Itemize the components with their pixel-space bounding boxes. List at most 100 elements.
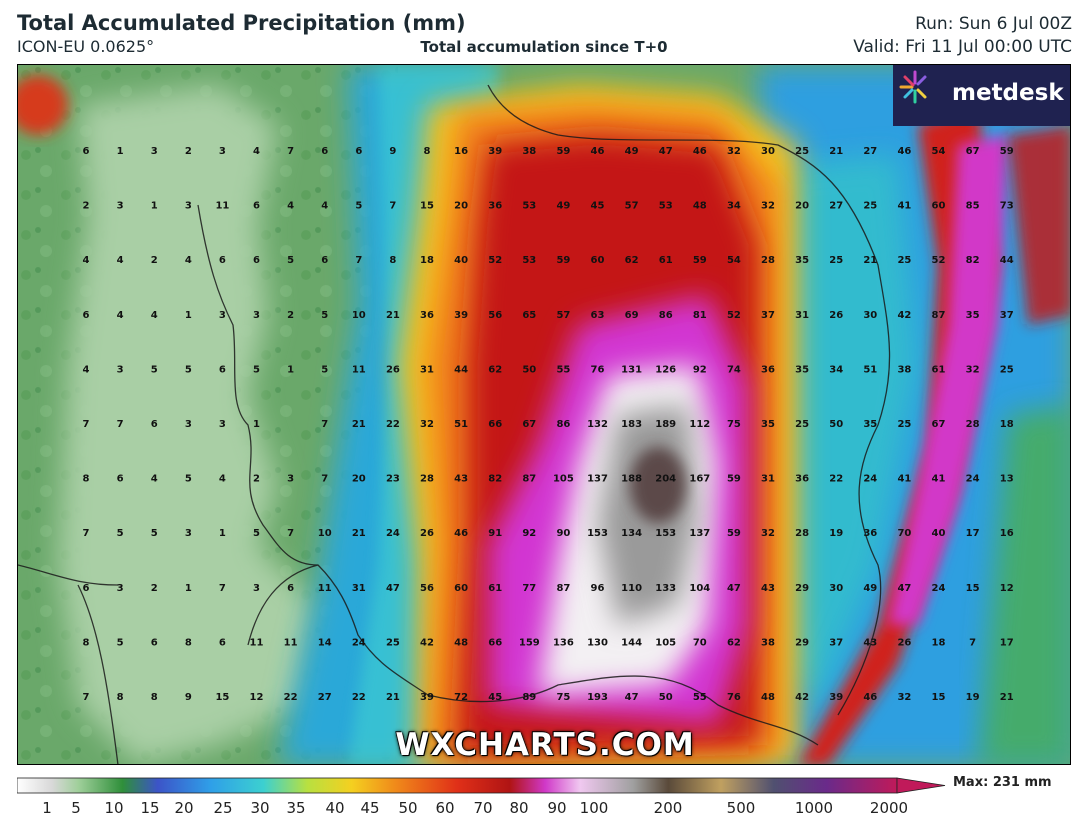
grid-value: 54 bbox=[727, 255, 741, 266]
grid-value: 73 bbox=[1000, 201, 1014, 212]
grid-value: 13 bbox=[1000, 474, 1014, 485]
grid-value: 50 bbox=[659, 692, 673, 703]
chart-header: Total Accumulated Precipitation (mm) ICO… bbox=[0, 0, 1088, 64]
grid-value: 18 bbox=[1000, 419, 1014, 430]
grid-value: 60 bbox=[454, 583, 468, 594]
grid-value: 60 bbox=[932, 201, 946, 212]
colorbar bbox=[16, 777, 947, 794]
grid-value: 4 bbox=[219, 474, 226, 485]
grid-value: 11 bbox=[318, 583, 332, 594]
grid-value: 28 bbox=[795, 528, 809, 539]
grid-value: 6 bbox=[83, 583, 90, 594]
grid-value: 35 bbox=[795, 364, 809, 375]
colorbar-tick-label: 500 bbox=[726, 799, 756, 817]
grid-value: 19 bbox=[829, 528, 843, 539]
grid-value: 3 bbox=[253, 310, 260, 321]
grid-value: 90 bbox=[556, 528, 570, 539]
grid-value: 81 bbox=[693, 310, 707, 321]
grid-value: 7 bbox=[117, 419, 124, 430]
grid-value: 62 bbox=[625, 255, 639, 266]
grid-value: 56 bbox=[488, 310, 502, 321]
grid-value: 126 bbox=[655, 364, 676, 375]
grid-value: 61 bbox=[932, 364, 946, 375]
colorbar-tick-label: 20 bbox=[174, 799, 194, 817]
colorbar-tick-label: 40 bbox=[325, 799, 345, 817]
grid-value: 8 bbox=[389, 255, 396, 266]
grid-value: 6 bbox=[321, 255, 328, 266]
grid-value: 32 bbox=[897, 692, 911, 703]
grid-value: 3 bbox=[287, 474, 294, 485]
grid-value: 3 bbox=[219, 419, 226, 430]
grid-value: 24 bbox=[352, 637, 366, 648]
metdesk-wordmark: metdesk bbox=[952, 80, 1064, 106]
grid-value: 48 bbox=[693, 201, 707, 212]
grid-value: 82 bbox=[488, 474, 502, 485]
grid-value: 21 bbox=[829, 146, 843, 157]
grid-value: 110 bbox=[621, 583, 642, 594]
grid-value: 6 bbox=[219, 255, 226, 266]
colorbar-gradient bbox=[16, 777, 946, 794]
model-label: ICON-EU 0.0625° bbox=[17, 37, 155, 56]
max-label: Max: 231 mm bbox=[953, 775, 1052, 790]
colorbar-tick-label: 70 bbox=[473, 799, 493, 817]
grid-value: 41 bbox=[932, 474, 946, 485]
east-green bbox=[978, 405, 1070, 764]
grid-value: 59 bbox=[556, 146, 570, 157]
grid-value: 32 bbox=[966, 364, 980, 375]
grid-value: 17 bbox=[1000, 637, 1014, 648]
grid-value: 7 bbox=[969, 637, 976, 648]
grid-value: 65 bbox=[522, 310, 536, 321]
grid-value: 42 bbox=[897, 310, 911, 321]
grid-value: 3 bbox=[185, 528, 192, 539]
grid-value: 104 bbox=[689, 583, 710, 594]
grid-value: 134 bbox=[621, 528, 642, 539]
grid-value: 22 bbox=[829, 474, 843, 485]
colorbar-tick-label: 2000 bbox=[869, 799, 909, 817]
colorbar-tick-label: 35 bbox=[286, 799, 306, 817]
grid-value: 1 bbox=[185, 310, 192, 321]
grid-value: 38 bbox=[897, 364, 911, 375]
grid-value: 12 bbox=[1000, 583, 1014, 594]
grid-value: 6 bbox=[253, 201, 260, 212]
grid-value: 34 bbox=[829, 364, 843, 375]
corner-red bbox=[18, 75, 68, 135]
grid-value: 8 bbox=[117, 692, 124, 703]
grid-value: 25 bbox=[897, 419, 911, 430]
grid-value: 29 bbox=[795, 583, 809, 594]
precipitation-map[interactable]: 6 1 3 2 3 4 7 6 6 9 8 16 39 38 59 46 49 47 46 32 30 25 21 27 46 5… bbox=[17, 64, 1071, 765]
grid-value: 9 bbox=[389, 146, 396, 157]
grid-value: 2 bbox=[151, 583, 158, 594]
grid-value: 35 bbox=[966, 310, 980, 321]
grid-value: 31 bbox=[761, 474, 775, 485]
peak-core bbox=[630, 447, 686, 523]
grid-value: 53 bbox=[522, 255, 536, 266]
grid-value: 6 bbox=[321, 146, 328, 157]
map-subtitle: Total accumulation since T+0 bbox=[420, 38, 668, 56]
grid-value: 21 bbox=[863, 255, 877, 266]
grid-value: 5 bbox=[253, 364, 260, 375]
grid-value: 28 bbox=[966, 419, 980, 430]
grid-value: 137 bbox=[689, 528, 710, 539]
metdesk-logo[interactable]: metdesk bbox=[893, 65, 1070, 126]
grid-value: 4 bbox=[253, 146, 260, 157]
map-title: Total Accumulated Precipitation (mm) bbox=[17, 11, 466, 35]
metdesk-icon bbox=[899, 70, 927, 104]
grid-value: 70 bbox=[897, 528, 911, 539]
grid-value: 67 bbox=[522, 419, 536, 430]
grid-value: 29 bbox=[795, 637, 809, 648]
grid-value: 6 bbox=[83, 310, 90, 321]
grid-value: 26 bbox=[420, 528, 434, 539]
grid-value: 82 bbox=[966, 255, 980, 266]
grid-value: 4 bbox=[151, 474, 158, 485]
grid-value: 5 bbox=[321, 364, 328, 375]
grid-value: 10 bbox=[318, 528, 332, 539]
grid-value: 55 bbox=[693, 692, 707, 703]
grid-value: 37 bbox=[829, 637, 843, 648]
grid-value: 159 bbox=[519, 637, 540, 648]
grid-value: 26 bbox=[829, 310, 843, 321]
grid-value: 85 bbox=[966, 201, 980, 212]
grid-value: 46 bbox=[454, 528, 468, 539]
grid-value: 87 bbox=[556, 583, 570, 594]
grid-value: 1 bbox=[117, 146, 124, 157]
grid-value: 3 bbox=[253, 583, 260, 594]
